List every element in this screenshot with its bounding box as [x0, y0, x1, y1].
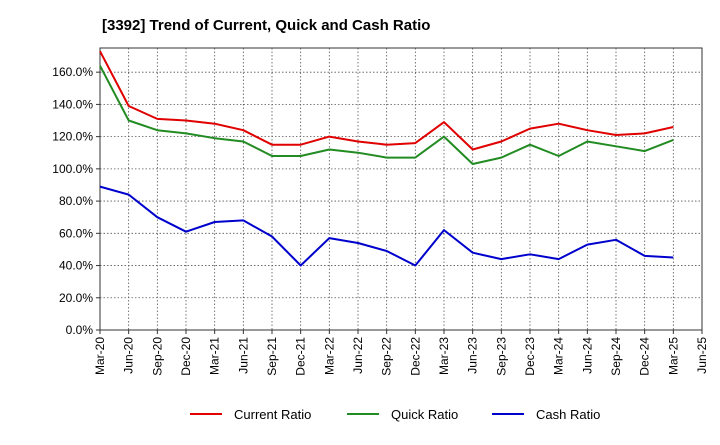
x-tick-label: Jun-24: [580, 337, 594, 374]
y-tick-label: 160.0%: [52, 65, 93, 79]
y-tick-label: 40.0%: [59, 259, 93, 273]
chart-title: [3392] Trend of Current, Quick and Cash …: [102, 17, 430, 34]
legend-item-cash-ratio: Cash Ratio: [492, 407, 600, 422]
plot-frame: [99, 47, 703, 331]
x-tick-label: Mar-25: [666, 337, 680, 375]
x-tick-label: Mar-22: [322, 337, 336, 375]
x-tick-label: Jun-20: [122, 337, 136, 374]
series-layer: [99, 50, 674, 267]
x-tick-label: Dec-22: [408, 337, 422, 376]
x-tick-label: Jun-22: [351, 337, 365, 374]
x-tick-label: Mar-23: [437, 337, 451, 375]
grid-layer: [100, 48, 703, 330]
quick-ratio-line: [99, 65, 674, 165]
x-tick-label: Sep-24: [609, 337, 623, 376]
axis-layer: 0.0% 20.0% 40.0% 60.0% 80.0% 100.0% 120.0% 140.…: [52, 47, 709, 376]
x-tick-label: Dec-23: [523, 337, 537, 376]
x-tick-label: Mar-21: [208, 337, 222, 375]
legend-label-quick-ratio: Quick Ratio: [391, 407, 458, 422]
x-tick-label: Sep-20: [150, 337, 164, 376]
x-tick-label: Mar-24: [552, 337, 566, 375]
x-tick-label: Dec-24: [638, 337, 652, 376]
y-tick-label: 100.0%: [52, 162, 93, 176]
legend-label-cash-ratio: Cash Ratio: [536, 407, 600, 422]
x-tick-label: Jun-25: [695, 337, 709, 374]
y-tick-label: 60.0%: [59, 226, 93, 240]
x-tick-label: Sep-21: [265, 337, 279, 376]
y-tick-label: 20.0%: [59, 291, 93, 305]
y-tick-label: 0.0%: [66, 323, 94, 337]
x-tick-label: Jun-21: [236, 337, 250, 374]
y-tick-label: 140.0%: [52, 97, 93, 111]
x-tick-label: Mar-20: [93, 337, 107, 375]
x-tick-label: Jun-23: [466, 337, 480, 374]
x-tick-label: Sep-22: [380, 337, 394, 376]
legend-label-current-ratio: Current Ratio: [234, 407, 311, 422]
cash-ratio-line: [99, 185, 674, 267]
x-tick-label: Dec-21: [294, 337, 308, 376]
legend-item-current-ratio: Current Ratio: [190, 407, 311, 422]
y-tick-label: 80.0%: [59, 194, 93, 208]
legend: Current Ratio Quick Ratio Cash Ratio: [190, 407, 600, 422]
current-ratio-line: [99, 50, 674, 151]
y-tick-label: 120.0%: [52, 130, 93, 144]
x-tick-label: Sep-23: [494, 337, 508, 376]
legend-item-quick-ratio: Quick Ratio: [347, 407, 458, 422]
x-tick-label: Dec-20: [179, 337, 193, 376]
